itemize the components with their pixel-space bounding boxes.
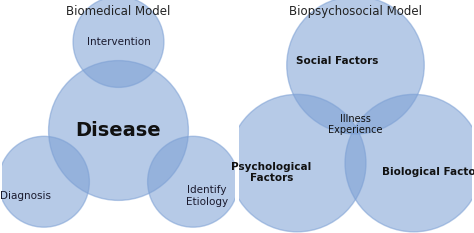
Text: Illness
Experience: Illness Experience bbox=[328, 114, 383, 135]
Circle shape bbox=[49, 61, 188, 200]
Text: Intervention: Intervention bbox=[87, 37, 150, 47]
Circle shape bbox=[73, 0, 164, 87]
Circle shape bbox=[287, 0, 424, 134]
Text: Biopsychosocial Model: Biopsychosocial Model bbox=[289, 5, 422, 18]
Text: Diagnosis: Diagnosis bbox=[0, 191, 51, 201]
Circle shape bbox=[147, 136, 238, 227]
Text: Biological Factors: Biological Factors bbox=[383, 168, 474, 177]
Text: Identify
Etiology: Identify Etiology bbox=[186, 185, 228, 206]
Text: Social Factors: Social Factors bbox=[296, 56, 378, 65]
Text: Disease: Disease bbox=[76, 121, 161, 140]
Circle shape bbox=[228, 94, 366, 232]
Text: Biomedical Model: Biomedical Model bbox=[66, 5, 171, 18]
Circle shape bbox=[345, 94, 474, 232]
Circle shape bbox=[0, 136, 90, 227]
Text: Psychological
Factors: Psychological Factors bbox=[231, 162, 312, 183]
